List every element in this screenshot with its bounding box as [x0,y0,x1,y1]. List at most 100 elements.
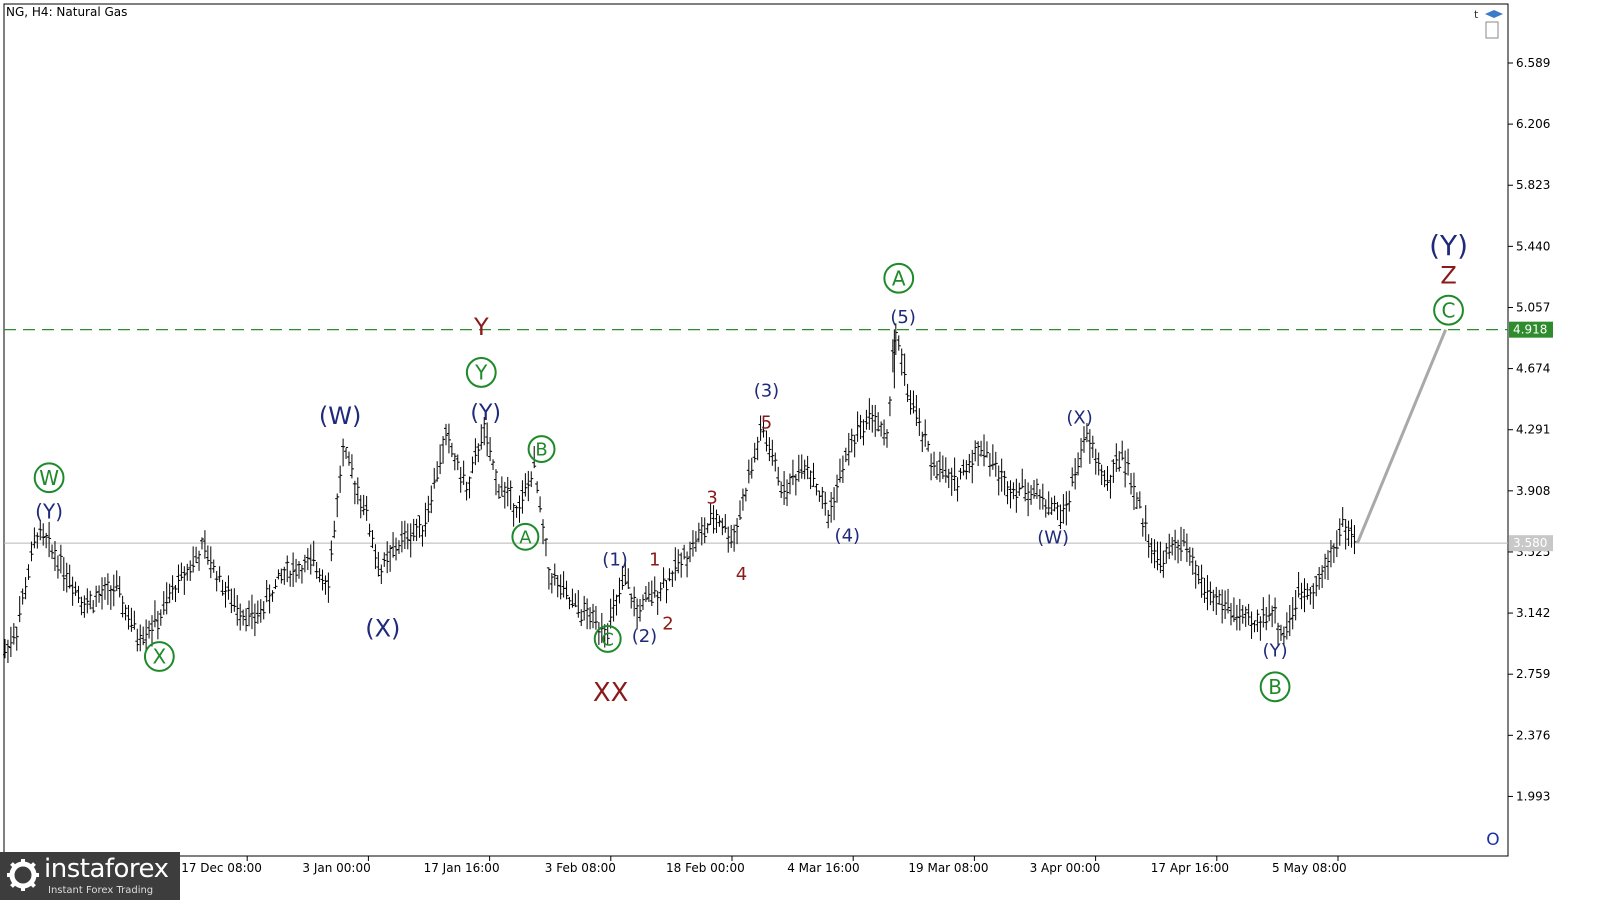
ohlc-bar [1058,504,1063,530]
ohlc-bar [505,476,510,507]
ohlc-bar [349,454,354,479]
ohlc-bar [1187,546,1192,566]
ohlc-bar [987,452,992,477]
ohlc-bar [267,584,272,614]
wave-label: Y [474,361,488,385]
ohlc-bar [767,437,772,462]
ohlc-bar [100,577,105,610]
ohlc-bar [379,564,384,585]
ohlc-bar [937,451,942,483]
ohlc-bar [837,458,842,483]
ohlc-bar [964,460,969,480]
ohlc-bar [1170,536,1175,556]
ohlc-bar [705,523,710,534]
ohlc-bar [717,515,722,527]
ohlc-bar [1076,452,1081,476]
ohlc-bar [640,594,645,610]
ohlc-bar [926,440,931,452]
ohlc-bar [482,416,487,446]
ohlc-bar [1032,479,1036,499]
chart-title: NG, H4: Natural Gas [6,5,128,19]
ohlc-bar [232,588,237,612]
ohlc-bar [1331,543,1336,564]
corner-badge[interactable]: O [1486,830,1500,850]
ohlc-bar [1070,467,1075,487]
ohlc-bar [476,443,481,463]
y-tick-label: 2.759 [1516,667,1550,681]
ohlc-bar [1334,530,1339,558]
ohlc-bar [1343,518,1348,550]
wave-label: C [1442,298,1456,322]
ohlc-bar [1108,474,1113,499]
ohlc-bar [396,540,401,555]
ohlc-bar [449,442,454,458]
wave-label-circle [143,641,175,672]
ohlc-bar [749,457,754,479]
ohlc-bar [996,465,1001,496]
ohlc-bar [61,557,66,591]
ohlc-bar [617,577,622,604]
ohlc-bar [1202,577,1207,603]
ohlc-bar [1052,495,1057,512]
ohlc-bar [814,483,819,496]
ohlc-bar [258,599,263,623]
ohlc-bar [302,554,307,573]
ohlc-bars [3,323,1357,664]
chart-settings-icon[interactable] [1485,21,1499,39]
ohlc-bar [535,481,540,494]
ohlc-bar [47,521,52,558]
graduation-cap-icon[interactable] [1485,10,1503,18]
ohlc-bar [150,615,154,647]
ohlc-bar [158,609,163,626]
wave-label: X [152,645,166,669]
trade-icon[interactable]: t [1474,8,1479,21]
ohlc-bar [358,495,363,519]
ohlc-bar [1055,501,1060,521]
wave-label: (2) [632,626,658,647]
ohlc-bar [126,605,131,630]
ohlc-bar [367,523,372,537]
ohlc-bar [276,569,281,580]
ohlc-bar [664,580,669,604]
ohlc-bar [685,551,690,578]
ohlc-bar [740,488,745,511]
ohlc-bar [1243,606,1248,627]
ohlc-bar [499,476,504,497]
ohlc-bar [129,607,134,632]
ohlc-bar [1217,589,1222,605]
ohlc-bar [32,527,37,549]
ohlc-bar [273,579,278,590]
ohlc-bar [496,483,501,499]
ohlc-bar [517,495,522,523]
ohlc-bar [455,454,460,471]
ohlc-bar [226,575,231,600]
ohlc-bar [179,562,184,581]
ohlc-bar [608,598,613,629]
ohlc-bar [849,428,854,453]
ohlc-bar [26,564,31,580]
ohlc-bar [402,520,407,549]
ohlc-bar [52,540,57,572]
target-level-box [1509,321,1553,338]
ohlc-bar [329,540,334,562]
ohlc-bar [279,568,284,584]
x-tick-label: 4 Mar 16:00 [787,861,860,875]
ohlc-bar [961,459,966,476]
wave-label: (5) [890,307,916,328]
ohlc-bar [235,594,240,626]
ohlc-bar [105,573,110,605]
ohlc-bar [202,530,207,559]
ohlc-bar [3,638,7,659]
logo-brand-text: instaforex [44,854,169,884]
ohlc-bar [1249,611,1254,639]
ohlc-bar [793,474,798,496]
ohlc-bar [247,600,252,627]
ohlc-bar [1346,520,1351,546]
ohlc-bar [596,621,601,645]
ohlc-bar [796,454,801,482]
x-tick-label: 19 Mar 08:00 [908,861,988,875]
ohlc-bar [311,540,316,567]
ohlc-bar [1299,582,1304,610]
ohlc-bar [541,519,546,545]
